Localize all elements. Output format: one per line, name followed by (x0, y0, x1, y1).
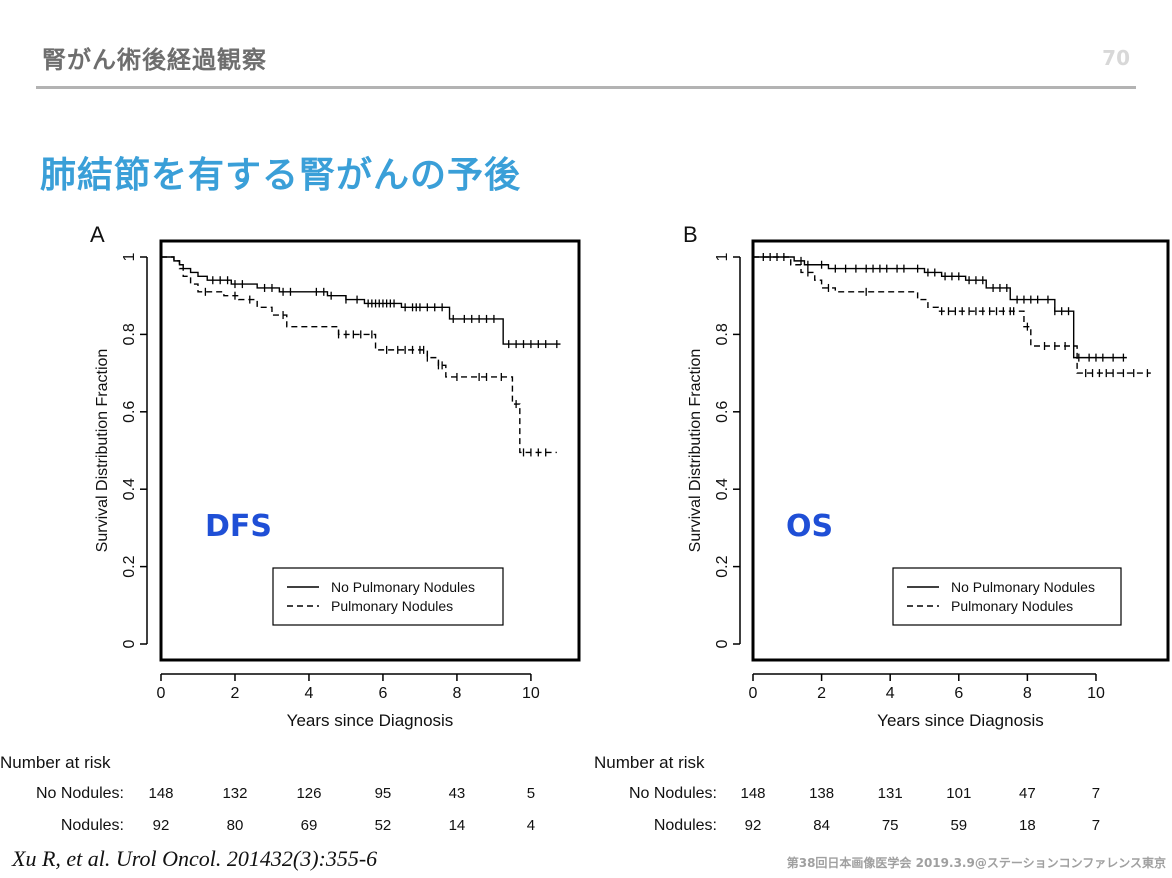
risk-table: Number at risk No Nodules: 148 138 131 101 47 7… (594, 753, 1100, 834)
x-tick-label: 4 (886, 685, 895, 702)
risk-table: Number at risk No Nodules: 148 132 126 95 43 5 N… (0, 753, 535, 834)
risk-row-label: Nodules: (61, 817, 124, 834)
y-tick-label: 0.6 (714, 401, 731, 423)
risk-value: 92 (745, 817, 762, 834)
x-tick-label: 10 (522, 685, 540, 702)
risk-value: 126 (296, 785, 321, 802)
y-tick-label: 0.2 (121, 555, 138, 577)
risk-value: 7 (1092, 817, 1100, 834)
x-tick-label: 10 (1087, 685, 1105, 702)
km-curve-no-nodules (753, 256, 1127, 359)
panel-label: B (683, 222, 698, 247)
risk-table-heading: Number at risk (0, 753, 111, 772)
header-divider (36, 86, 1136, 89)
risk-table-heading: Number at risk (594, 753, 705, 772)
risk-value: 7 (1092, 785, 1100, 802)
legend-entry: Pulmonary Nodules (331, 598, 453, 614)
km-curve-no-nodules (161, 256, 561, 345)
footer-conference: 第38回日本画像医学会 2019.3.9@ステーションコンファレンス東京 (786, 856, 1166, 870)
risk-value: 14 (449, 817, 466, 834)
y-tick-label: 0.8 (121, 323, 138, 345)
legend: No Pulmonary Nodules Pulmonary Nodules (272, 567, 504, 626)
y-tick-label: 1 (121, 252, 138, 261)
risk-value: 18 (1019, 817, 1036, 834)
risk-value: 59 (950, 817, 967, 834)
x-tick-label: 0 (157, 685, 166, 702)
km-panel-a: A 0 0.2 0.4 0.6 0.8 1 Survival Distribution Fra… (0, 222, 581, 834)
x-tick-label: 8 (452, 685, 461, 702)
y-tick-label: 0 (121, 639, 138, 648)
legend: No Pulmonary Nodules Pulmonary Nodules (892, 567, 1122, 626)
y-tick-label: 0.4 (714, 478, 731, 500)
plot-frame (159, 239, 581, 662)
y-tick-label: 0 (714, 639, 731, 648)
x-axis-title: Years since Diagnosis (287, 711, 454, 730)
risk-value: 69 (301, 817, 318, 834)
y-tick-label: 0.8 (714, 323, 731, 345)
risk-value: 75 (882, 817, 899, 834)
risk-row-label: Nodules: (654, 817, 717, 834)
risk-value: 148 (148, 785, 173, 802)
x-tick-label: 6 (954, 685, 963, 702)
risk-value: 43 (449, 785, 466, 802)
x-tick-label: 8 (1023, 685, 1032, 702)
risk-value: 52 (375, 817, 392, 834)
legend-entry: Pulmonary Nodules (951, 598, 1073, 614)
x-tick-label: 2 (817, 685, 826, 702)
km-curve-nodules (161, 256, 557, 454)
risk-value: 132 (222, 785, 247, 802)
km-panel-b: B 0 0.2 0.4 0.6 0.8 1 Survival Distribution Fra… (594, 222, 1170, 834)
y-tick-label: 1 (714, 252, 731, 261)
citation: Xu R, et al. Urol Oncol. 201432(3):355-6 (12, 846, 378, 871)
y-axis-title: Survival Distribution Fraction (94, 349, 111, 553)
legend-box (272, 567, 504, 626)
risk-value: 148 (740, 785, 765, 802)
legend-entry: No Pulmonary Nodules (331, 579, 475, 595)
risk-value: 92 (153, 817, 170, 834)
risk-value: 138 (809, 785, 834, 802)
panel-annotation: DFS (205, 509, 272, 544)
risk-value: 47 (1019, 785, 1036, 802)
page-number: 70 (1102, 46, 1130, 70)
legend-box (892, 567, 1122, 626)
y-axis-title: Survival Distribution Fraction (687, 349, 704, 553)
panel-annotation: OS (786, 509, 833, 544)
y-tick-label: 0.4 (121, 478, 138, 500)
x-tick-label: 2 (231, 685, 240, 702)
risk-value: 101 (946, 785, 971, 802)
plot-frame (751, 239, 1170, 662)
risk-value: 80 (227, 817, 244, 834)
x-axis-title: Years since Diagnosis (877, 711, 1044, 730)
header-title: 腎がん術後経過観察 (42, 46, 267, 74)
km-curve-nodules (753, 256, 1151, 374)
x-tick-label: 0 (749, 685, 758, 702)
risk-value: 131 (878, 785, 903, 802)
x-tick-label: 4 (305, 685, 314, 702)
risk-value: 4 (527, 817, 535, 834)
y-tick-label: 0.2 (714, 555, 731, 577)
risk-value: 84 (813, 817, 830, 834)
risk-row-label: No Nodules: (629, 785, 717, 802)
risk-value: 95 (375, 785, 392, 802)
slide-title: 肺結節を有する腎がんの予後 (40, 155, 522, 196)
y-tick-label: 0.6 (121, 401, 138, 423)
x-tick-label: 6 (378, 685, 387, 702)
risk-value: 5 (527, 785, 535, 802)
panel-label: A (90, 222, 105, 247)
risk-row-label: No Nodules: (36, 785, 124, 802)
legend-entry: No Pulmonary Nodules (951, 579, 1095, 595)
